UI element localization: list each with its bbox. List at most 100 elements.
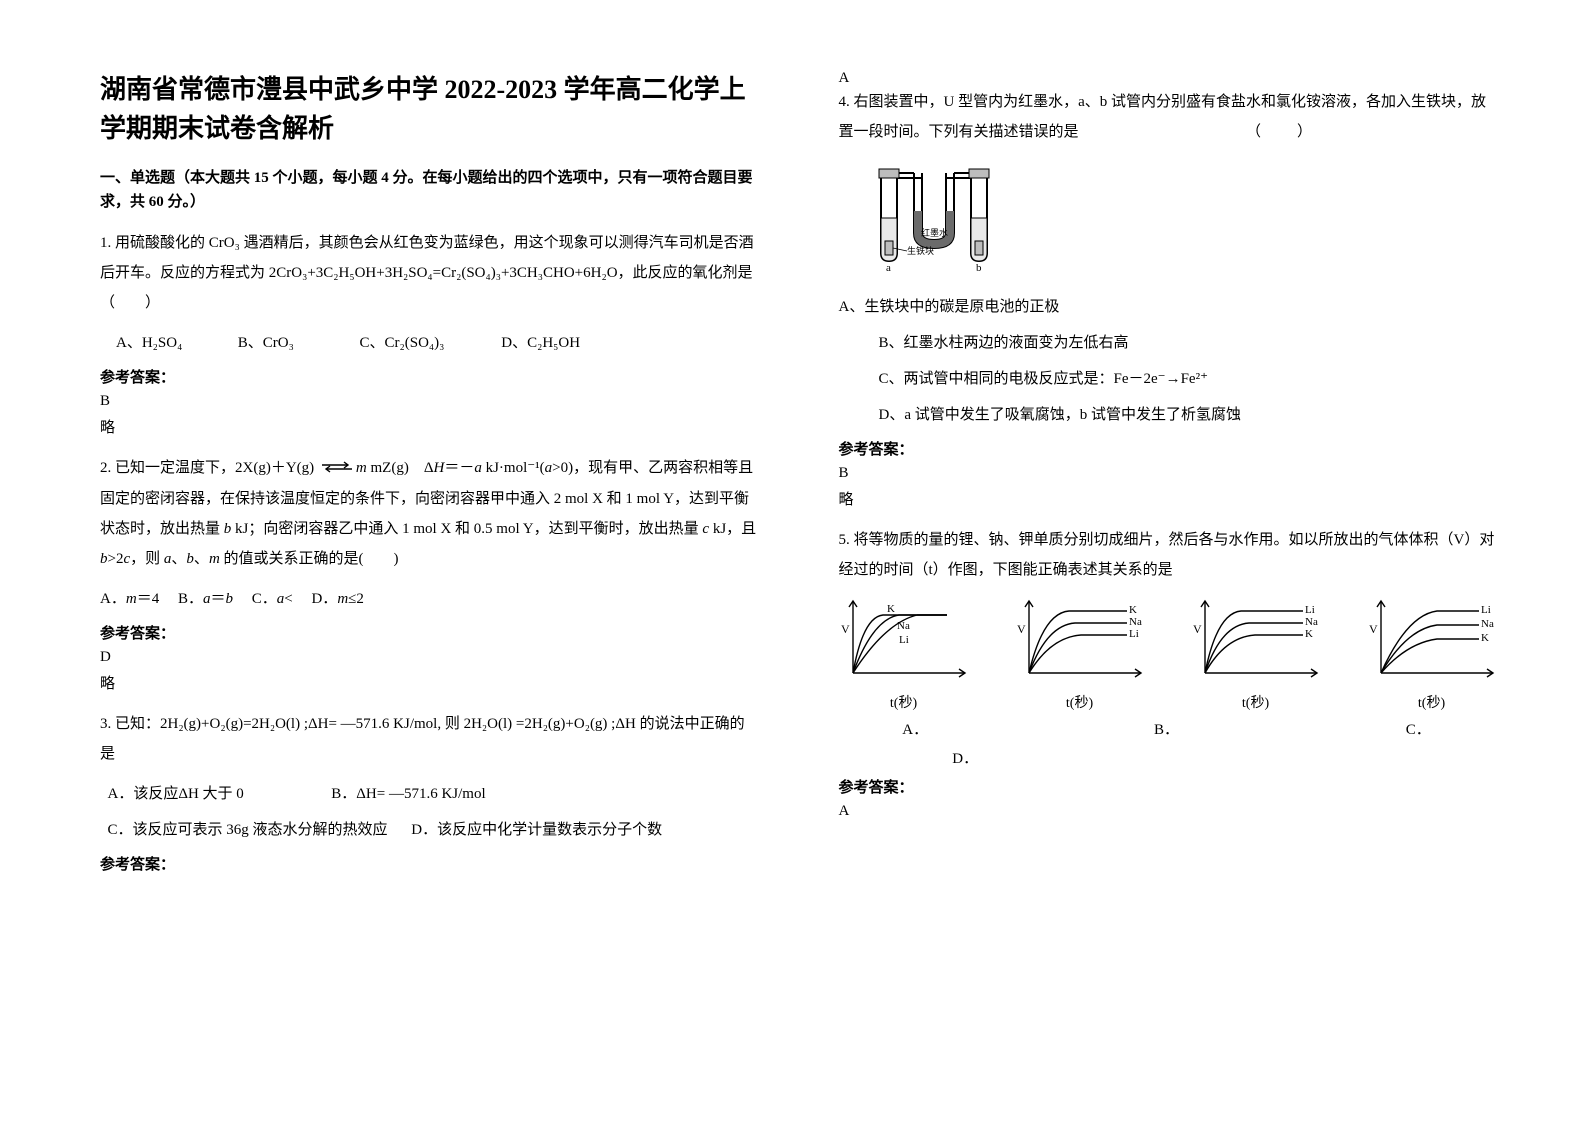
- q5-chart-d: V Li Na K t(秒): [1367, 595, 1497, 712]
- q2-text-f: kJ；向密闭容器乙中通入 1 mol X 和 0.5 mol Y，达到平衡时，放…: [231, 521, 702, 537]
- q5-optC: C．: [1406, 718, 1431, 739]
- utube-label-b: b: [976, 262, 982, 273]
- chart-c-k: K: [1305, 628, 1313, 640]
- q1-answer: B: [100, 393, 759, 410]
- q2-text-g: kJ，且: [709, 521, 756, 537]
- chart-c-na: Na: [1305, 616, 1318, 628]
- chart-d-li: Li: [1481, 604, 1491, 616]
- q4-note: 略: [839, 488, 1498, 509]
- q4-text: 4. 右图装置中，U 型管内为红墨水，a、b 试管内分别盛有食盐水和氯化铵溶液，…: [839, 87, 1498, 147]
- q2-oB-d: b: [225, 591, 233, 607]
- q2-answer-label: 参考答案：: [100, 622, 759, 643]
- q2-oC-c: <: [284, 591, 292, 607]
- q5-optA: A．: [902, 718, 1150, 739]
- q2-oB-c: ＝: [210, 591, 225, 607]
- q2-oD-a: D．: [311, 591, 337, 607]
- q2-b-3: b: [186, 551, 194, 567]
- page-title: 湖南省常德市澧县中武乡中学 2022-2023 学年高二化学上学期期末试卷含解析: [100, 70, 759, 148]
- q4-opt-d: D、a 试管中发生了吸氧腐蚀，b 试管中发生了析氢腐蚀: [839, 400, 1498, 430]
- chart-c-x: t(秒): [1191, 692, 1321, 712]
- q1-opt-d: D、C₂H₅OH: [501, 328, 580, 358]
- q2-oA-m: m: [126, 591, 137, 607]
- q2-options: A．m＝4 B．a＝b C．a< D．m≤2: [100, 584, 759, 614]
- utube-label-red: 红墨水: [921, 227, 948, 238]
- section-1-heading: 一、单选题（本大题共 15 个小题，每小题 4 分。在每小题给出的四个选项中，只…: [100, 166, 759, 214]
- q2-H: H: [433, 460, 444, 476]
- q2-oD-c: ≤2: [348, 591, 364, 607]
- q3-opt-b: B．ΔH= —571.6 KJ/mol: [331, 786, 485, 802]
- q3-options-2: C．该反应可表示 36g 液态水分解的热效应 D．该反应中化学计量数表示分子个数: [100, 815, 759, 845]
- page-root: 湖南省常德市澧县中武乡中学 2022-2023 学年高二化学上学期期末试卷含解析…: [0, 0, 1587, 920]
- q3-answer: A: [839, 70, 1498, 87]
- chart-a-y: V: [841, 622, 850, 636]
- q2-oB-a: B．: [178, 591, 203, 607]
- q2-text-a: 2. 已知一定温度下，2X(g)＋Y(g): [100, 460, 318, 476]
- q5-chart-b: V K Na Li t(秒): [1015, 595, 1145, 712]
- q1-answer-label: 参考答案：: [100, 366, 759, 387]
- q1-note: 略: [100, 416, 759, 437]
- q4-blank-paren: （ ）: [1246, 124, 1314, 140]
- q2-oA-a: A．: [100, 591, 126, 607]
- utube-label-iron: 生铁块: [907, 245, 934, 256]
- q2-text-k: 、: [194, 551, 209, 567]
- chart-b-k: K: [1129, 604, 1137, 616]
- q2-m-2: m: [209, 551, 220, 567]
- q4-text-main: 4. 右图装置中，U 型管内为红墨水，a、b 试管内分别盛有食盐水和氯化铵溶液，…: [839, 94, 1487, 140]
- q2-m-1i: m: [356, 460, 367, 476]
- u-tube-diagram: 红墨水 生铁块 a b: [859, 163, 1009, 273]
- q3-opt-d: D．该反应中化学计量数表示分子个数: [411, 822, 662, 838]
- q2-text-j: 、: [171, 551, 186, 567]
- q2-text-b: mZ(g) Δ: [367, 460, 434, 476]
- q5-optD: D．: [952, 747, 978, 768]
- q2-text-l: 的值或关系正确的是( ): [220, 551, 399, 567]
- q5-charts: V K Na Li t(秒) V K: [839, 595, 1498, 712]
- q2-oA-b: ＝4: [137, 591, 160, 607]
- q5-answer: A: [839, 803, 1498, 820]
- chart-c-li: Li: [1305, 604, 1315, 616]
- q2-answer: D: [100, 649, 759, 666]
- q2-Hi: H: [433, 460, 444, 476]
- q2-a-1: a: [474, 460, 482, 476]
- utube-label-a: a: [886, 262, 891, 273]
- chart-d-k: K: [1481, 632, 1489, 644]
- q5-option-labels: A． B． C．: [839, 718, 1498, 739]
- q2-text: 2. 已知一定温度下，2X(g)＋Y(g) m mZ(g) ΔH＝－a kJ·m…: [100, 453, 759, 574]
- q2-b-2i: b: [100, 551, 108, 567]
- chart-b-y: V: [1017, 622, 1026, 636]
- q2-b-2: b: [100, 551, 108, 567]
- q2-m-2i: m: [209, 551, 220, 567]
- q3-answer-label: 参考答案：: [100, 853, 759, 874]
- chart-d-na: Na: [1481, 618, 1494, 630]
- q2-a-1i: a: [474, 460, 482, 476]
- q2-text-c: ＝－: [444, 460, 474, 476]
- q2-text-i: ，则: [130, 551, 164, 567]
- chart-a-k: K: [887, 603, 895, 615]
- q4-answer-label: 参考答案：: [839, 438, 1498, 459]
- left-column: 湖南省常德市澧县中武乡中学 2022-2023 学年高二化学上学期期末试卷含解析…: [100, 70, 759, 880]
- q1-opt-a: A、H₂SO₄: [100, 328, 234, 358]
- chart-a-na: Na: [897, 620, 910, 632]
- q1-options: A、H₂SO₄ B、CrO₃ C、Cr₂(SO₄)₃ D、C₂H₅OH: [100, 328, 759, 358]
- q2-text-d: kJ·mol⁻¹(: [482, 460, 545, 476]
- chart-b-x: t(秒): [1015, 692, 1145, 712]
- q3-opt-c: C．该反应可表示 36g 液态水分解的热效应: [108, 815, 408, 845]
- chart-d-x: t(秒): [1367, 692, 1497, 712]
- q3-opt-a: A．该反应ΔH 大于 0: [108, 779, 328, 809]
- chart-a-li: Li: [899, 634, 909, 646]
- q4-answer: B: [839, 465, 1498, 482]
- q1-text: 1. 用硫酸酸化的 CrO₃ 遇酒精后，其颜色会从红色变为蓝绿色，用这个现象可以…: [100, 228, 759, 318]
- q1-opt-b: B、CrO₃: [238, 328, 356, 358]
- q2-text-h: >2: [108, 551, 124, 567]
- q2-oC-a: C．: [252, 591, 277, 607]
- q5-text: 5. 将等物质的量的锂、钠、钾单质分别切成细片，然后各与水作用。如以所放出的气体…: [839, 525, 1498, 585]
- q2-m-1: m: [356, 460, 367, 476]
- q2-oD-b: m: [337, 591, 348, 607]
- chart-a-x: t(秒): [839, 692, 969, 712]
- chart-c-y: V: [1193, 622, 1202, 636]
- q2-note: 略: [100, 672, 759, 693]
- q5-optB: B．: [1154, 718, 1402, 739]
- q5-answer-label: 参考答案：: [839, 776, 1498, 797]
- equilibrium-arrow-icon: [320, 454, 354, 484]
- q4-opt-b: B、红墨水柱两边的液面变为左低右高: [839, 328, 1498, 358]
- q5-option-labels-2: D．: [839, 747, 1498, 768]
